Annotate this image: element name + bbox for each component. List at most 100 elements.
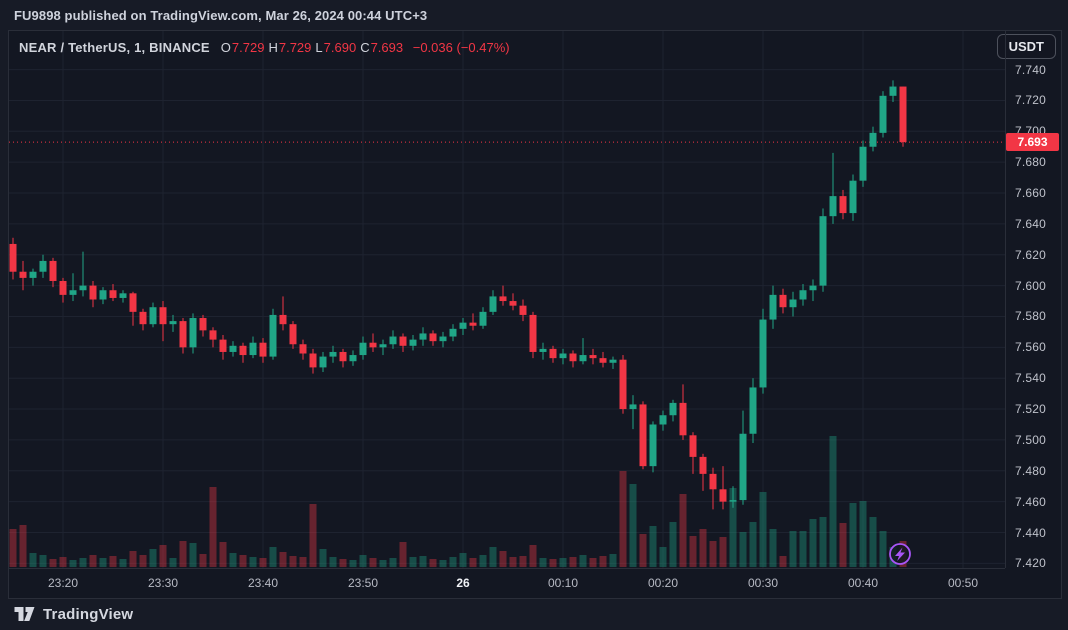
volume-bar: [379, 560, 387, 567]
volume-bar: [309, 504, 317, 567]
price-tick-label: 7.600: [1015, 278, 1047, 293]
candle-body: [369, 342, 377, 348]
candle-body: [479, 311, 487, 326]
candle-body: [469, 322, 477, 326]
price-tick-label: 7.740: [1015, 62, 1047, 77]
volume-bar: [599, 556, 607, 567]
candle-body: [49, 260, 57, 281]
volume-bar: [509, 557, 517, 567]
volume-bar: [619, 471, 627, 567]
volume-bar: [19, 525, 27, 567]
price-tick-label: 7.420: [1015, 556, 1047, 571]
volume-bar: [299, 557, 307, 567]
candle-body: [879, 95, 887, 133]
volume-bar: [79, 558, 87, 567]
volume-bar: [839, 523, 847, 567]
volume-bar: [159, 545, 167, 567]
ohlc-letter: H: [268, 39, 278, 55]
volume-bar: [709, 541, 717, 567]
candle-body: [789, 299, 797, 308]
volume-bar: [869, 517, 877, 567]
candle-wick: [282, 296, 284, 331]
price-tick-label: 7.520: [1015, 402, 1047, 417]
volume-bar: [429, 559, 437, 567]
volume-bar: [349, 560, 357, 567]
candle-body: [459, 322, 467, 329]
volume-bar: [289, 556, 297, 567]
volume-bar: [859, 501, 867, 567]
price-scale[interactable]: 7.740 7.720 7.700 7.680 7.660 7.640 7.620 7.600…: [1005, 31, 1060, 571]
candle-body: [389, 336, 397, 345]
candle-body: [329, 351, 337, 357]
candle-body: [379, 344, 387, 348]
tradingview-logo[interactable]: TradingView: [14, 605, 133, 623]
candle-body: [729, 500, 737, 502]
volume-bar: [879, 531, 887, 567]
candle-body: [849, 180, 857, 214]
volume-bar: [739, 532, 747, 567]
candle-body: [869, 132, 877, 147]
candle-body: [689, 435, 697, 457]
volume-bar: [569, 557, 577, 567]
price-chart-plot[interactable]: [9, 31, 1005, 568]
candle-wick: [472, 313, 474, 331]
volume-bar: [9, 529, 17, 567]
volume-bar: [679, 494, 687, 567]
time-scale[interactable]: 23:20 23:30 23:40 23:50 26 00:10 00:20 00:30 00:…: [9, 568, 1005, 597]
candle-body: [549, 348, 557, 359]
volume-bar: [239, 555, 247, 567]
candle-body: [359, 342, 367, 356]
volume-bar: [29, 553, 37, 567]
candle-body: [509, 301, 517, 306]
volume-bar: [469, 558, 477, 567]
currency-toggle-button[interactable]: USDT: [996, 34, 1056, 59]
volume-bar: [219, 542, 227, 567]
boost-lightning-icon[interactable]: [889, 543, 911, 565]
candle-body: [539, 348, 547, 352]
volume-bar: [559, 558, 567, 567]
candle-body: [679, 402, 687, 436]
candle-body: [79, 285, 87, 291]
price-tick-label: 7.500: [1015, 432, 1047, 447]
volume-bar: [809, 519, 817, 567]
volume-bar: [759, 492, 767, 567]
candle-body: [629, 404, 637, 410]
volume-bar: [609, 554, 617, 567]
candle-body: [489, 296, 497, 312]
candle-body: [519, 305, 527, 315]
price-tick-label: 7.480: [1015, 463, 1047, 478]
candle-body: [609, 359, 617, 363]
candle-body: [59, 280, 67, 295]
volume-bar: [729, 488, 737, 567]
ohlc-readout: O7.729 H7.729 L7.690 C7.693 −0.036 (−0.47%): [217, 40, 510, 55]
volume-bar: [119, 559, 127, 567]
time-tick-label: 00:10: [547, 576, 579, 590]
ohlc-value: 7.693: [370, 39, 404, 55]
volume-bar: [69, 560, 77, 567]
candle-body: [199, 318, 207, 331]
volume-bar: [439, 560, 447, 567]
candle-body: [859, 146, 867, 181]
volume-bar: [129, 551, 137, 567]
candle-wick: [722, 466, 724, 510]
volume-bar: [269, 547, 277, 567]
candle-body: [169, 321, 177, 325]
publication-info-text: FU9898 published on TradingView.com, Mar…: [14, 7, 428, 23]
volume-bar: [39, 555, 47, 567]
volume-bar: [699, 529, 707, 567]
volume-bar: [279, 552, 287, 567]
volume-bar: [649, 526, 657, 567]
volume-bar: [89, 555, 97, 567]
volume-bar: [59, 557, 67, 567]
candle-body: [119, 293, 127, 298]
candle-body: [409, 339, 417, 346]
volume-bar: [769, 529, 777, 567]
price-tick-label: 7.540: [1015, 371, 1047, 386]
candle-body: [769, 294, 777, 320]
symbol-title[interactable]: NEAR / TetherUS, 1, BINANCE: [19, 39, 210, 55]
candle-body: [669, 402, 677, 416]
candle-body: [219, 339, 227, 352]
candle-body: [589, 355, 597, 359]
candle-body: [259, 342, 267, 357]
volume-bar: [799, 531, 807, 567]
